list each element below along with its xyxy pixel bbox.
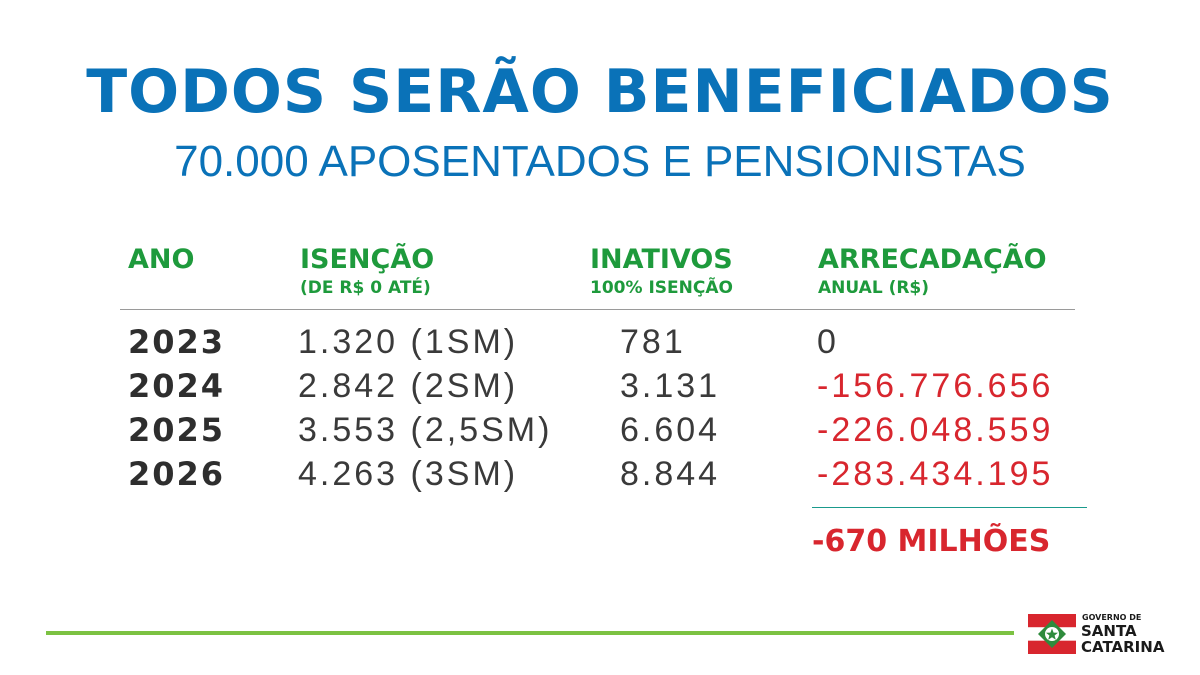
row-year: 2025	[128, 411, 226, 449]
column-header-inativos: INATIVOS 100% ISENÇÃO	[590, 244, 733, 298]
row-year: 2026	[128, 455, 226, 493]
row-isencao: 1.320 (1SM)	[298, 323, 519, 361]
total-divider	[812, 507, 1087, 508]
column-header-sublabel: (DE R$ 0 ATÉ)	[300, 278, 431, 298]
table-row: 2025 3.553 (2,5SM) 6.604 -226.048.559	[0, 408, 1200, 452]
row-inativos: 8.844	[620, 455, 721, 493]
santa-catarina-flag-icon	[1028, 614, 1076, 654]
column-header-label: ANO	[128, 244, 195, 275]
table-row: 2024 2.842 (2SM) 3.131 -156.776.656	[0, 364, 1200, 408]
row-arrecadacao: -226.048.559	[817, 411, 1054, 449]
column-header-sublabel: ANUAL (R$)	[818, 278, 930, 298]
table-row: 2026 4.263 (3SM) 8.844 -283.434.195	[0, 452, 1200, 496]
total-value: -670 MILHÕES	[812, 524, 1051, 559]
row-inativos: 781	[620, 323, 686, 361]
row-isencao: 3.553 (2,5SM)	[298, 411, 553, 449]
column-header-arrecadacao: ARRECADAÇÃO ANUAL (R$)	[818, 244, 1047, 298]
row-inativos: 6.604	[620, 411, 721, 449]
logo-line-1: GOVERNO DE	[1082, 613, 1142, 622]
government-logo: GOVERNO DE SANTA CATARINA	[1028, 612, 1178, 658]
page-subtitle: 70.000 APOSENTADOS E PENSIONISTAS	[174, 137, 1026, 186]
header-divider	[120, 309, 1075, 310]
row-inativos: 3.131	[620, 367, 721, 405]
row-arrecadacao: -283.434.195	[817, 455, 1054, 493]
column-header-sublabel: 100% ISENÇÃO	[590, 278, 733, 298]
row-arrecadacao: -156.776.656	[817, 367, 1054, 405]
column-header-label: ISENÇÃO	[300, 244, 435, 275]
column-header-label: INATIVOS	[590, 244, 733, 275]
row-arrecadacao: 0	[817, 323, 839, 361]
page-title: TODOS SERÃO BENEFICIADOS	[86, 57, 1114, 127]
row-isencao: 4.263 (3SM)	[298, 455, 519, 493]
row-year: 2024	[128, 367, 226, 405]
table-row: 2023 1.320 (1SM) 781 0	[0, 320, 1200, 364]
column-header-isencao: ISENÇÃO (DE R$ 0 ATÉ)	[300, 244, 434, 298]
row-isencao: 2.842 (2SM)	[298, 367, 519, 405]
column-header-ano: ANO	[128, 244, 194, 276]
column-header-label: ARRECADAÇÃO	[818, 244, 1047, 275]
logo-line-3: CATARINA	[1081, 638, 1165, 656]
row-year: 2023	[128, 323, 226, 361]
footer-divider	[46, 631, 1014, 635]
logo-line-2: SANTA	[1081, 622, 1137, 640]
